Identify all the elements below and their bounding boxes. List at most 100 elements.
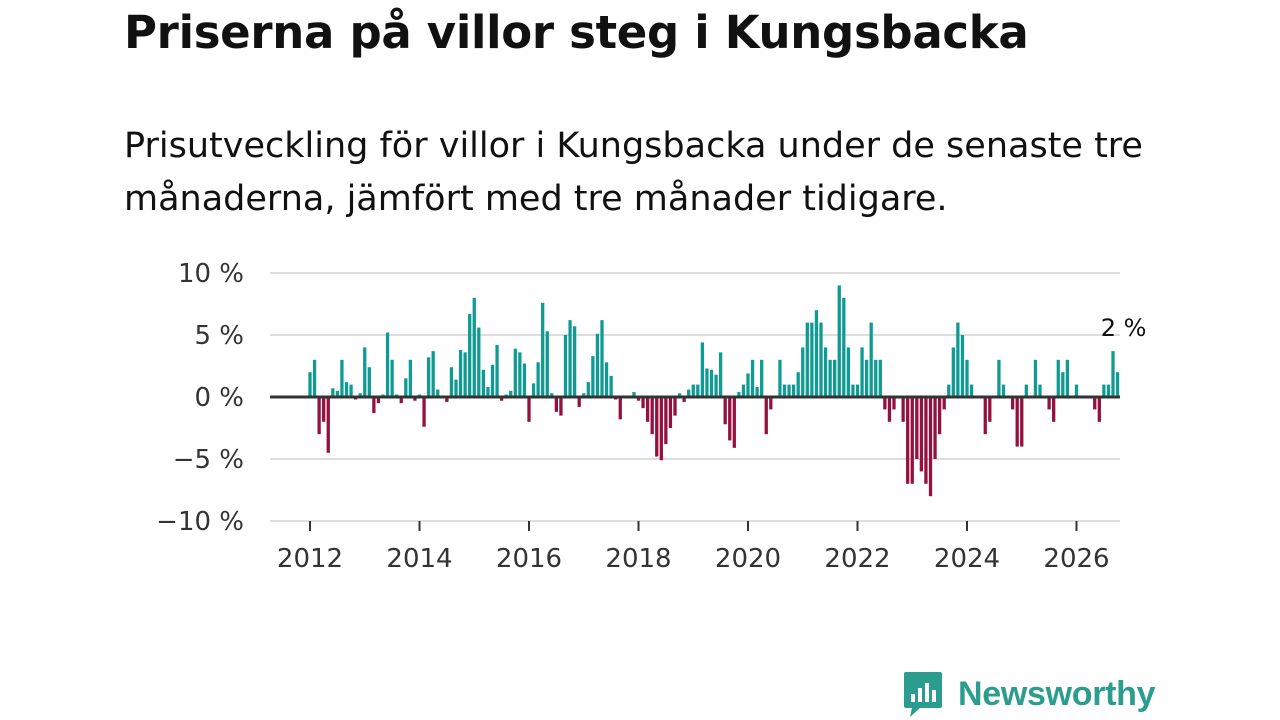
bar <box>436 389 440 397</box>
bar <box>513 348 517 397</box>
bar <box>933 397 937 459</box>
bar <box>495 344 499 397</box>
bar <box>632 392 636 397</box>
bar <box>741 384 746 397</box>
bar <box>308 372 312 397</box>
bar <box>577 397 581 407</box>
bar <box>1102 384 1106 397</box>
bar <box>449 367 454 397</box>
x-tick-label: 2022 <box>824 544 890 574</box>
bar <box>892 397 896 410</box>
bar <box>755 387 759 397</box>
bar <box>1047 397 1051 410</box>
bar <box>709 369 714 397</box>
y-tick-label: 5 % <box>194 321 244 351</box>
bar <box>860 347 864 397</box>
bar <box>764 397 768 435</box>
x-tick-label: 2024 <box>934 544 1000 574</box>
chart-subtitle: Prisutveckling för villor i Kungsbacka u… <box>124 126 1143 219</box>
bar <box>340 359 344 397</box>
bar <box>463 352 467 397</box>
bar <box>750 359 755 397</box>
bar <box>705 368 709 397</box>
bar <box>782 384 787 397</box>
x-tick-label: 2018 <box>605 544 671 574</box>
bar <box>778 359 782 397</box>
bar <box>426 357 431 397</box>
bar <box>349 384 353 397</box>
bar-series <box>308 285 1120 497</box>
bar <box>326 397 330 453</box>
bar <box>522 363 527 397</box>
bar <box>1033 359 1038 397</box>
bar <box>1106 384 1111 397</box>
bar <box>404 378 408 397</box>
bar <box>650 397 654 435</box>
bar <box>559 397 563 416</box>
bar <box>901 397 905 422</box>
bar <box>454 379 458 397</box>
bar <box>335 390 340 397</box>
bar <box>874 359 878 397</box>
bar <box>942 397 946 410</box>
bar <box>842 297 846 397</box>
bar <box>431 351 435 397</box>
y-tick-label: 10 % <box>178 259 244 289</box>
bar <box>668 397 673 428</box>
bar <box>700 342 705 397</box>
bar <box>728 397 732 441</box>
bar <box>358 393 362 397</box>
x-tick-label: 2020 <box>715 544 781 574</box>
bar <box>791 384 796 397</box>
bar <box>947 384 951 397</box>
bar <box>568 320 572 397</box>
bar <box>682 397 686 402</box>
bar <box>531 383 536 397</box>
bar <box>636 397 641 401</box>
bar <box>846 347 851 397</box>
bar <box>317 397 321 435</box>
bar <box>591 356 595 397</box>
bar <box>422 397 426 427</box>
bar <box>376 397 381 404</box>
bar <box>1115 372 1120 397</box>
bar <box>887 397 892 422</box>
grid-lines <box>270 272 1120 522</box>
bar <box>618 397 622 420</box>
bar <box>906 397 910 484</box>
bar <box>509 390 513 397</box>
bar <box>541 302 545 397</box>
bar <box>814 310 819 397</box>
brand-logo[interactable]: Newsworthy <box>902 670 1156 718</box>
bar <box>718 352 723 397</box>
x-tick-label: 2016 <box>496 544 562 574</box>
bar <box>659 397 663 461</box>
bar <box>837 285 841 397</box>
bar <box>969 384 974 397</box>
axes: 10 % 5 % 0 % −5 % −10 % 2012 2014 2016 2018 2020 2… <box>156 259 1146 574</box>
bar <box>823 347 828 397</box>
bar <box>746 373 750 397</box>
bar <box>536 362 540 397</box>
bar <box>805 322 809 397</box>
bar <box>399 397 403 404</box>
bar <box>390 359 394 397</box>
bar <box>691 384 695 397</box>
bar <box>1065 359 1070 397</box>
bar <box>1111 351 1115 397</box>
bar <box>919 397 924 472</box>
bar <box>1020 397 1024 447</box>
bar <box>924 397 928 484</box>
bar <box>518 352 522 397</box>
last-value-annotation: 2 % <box>1101 314 1147 342</box>
bar <box>595 333 600 397</box>
bar <box>828 359 832 397</box>
bar <box>458 349 463 397</box>
bar <box>1097 397 1101 422</box>
bar <box>545 331 549 397</box>
bar <box>869 322 873 397</box>
bar <box>609 375 613 397</box>
x-tick-label: 2026 <box>1043 544 1109 574</box>
y-tick-label: −5 % <box>173 445 244 475</box>
